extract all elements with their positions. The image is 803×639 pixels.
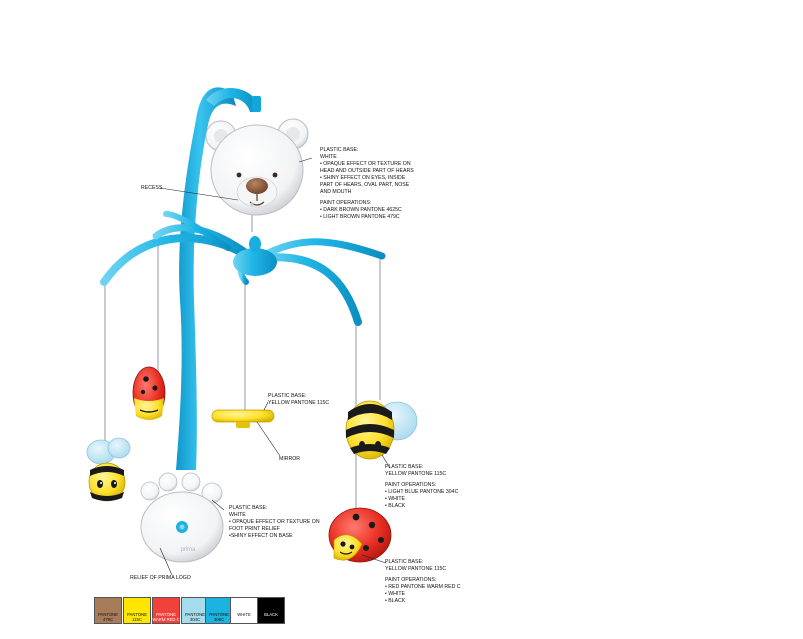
recess-label: Recess: [141, 185, 163, 191]
head-bullet: head and outside part of hears: [320, 168, 414, 174]
swatch-pantone-warm-red: Pantone Warm red C: [152, 597, 180, 624]
swatch-color: [94, 597, 122, 624]
ladybug-toy-right: [328, 507, 392, 563]
swatch-color: [181, 597, 209, 624]
swatch-label: Pantone: [185, 612, 205, 617]
mirror-base-color: Yellow Pantone 115C: [268, 400, 330, 406]
head-bullet: part of hears, oval part, nose: [320, 182, 410, 188]
bee-toy-right: [345, 400, 418, 460]
swatch-label: White: [237, 612, 251, 617]
leader-lines: [159, 157, 391, 576]
head-bullet: and mouth: [320, 189, 352, 195]
head-paint-item: • Light brown Pantone 479C: [320, 214, 400, 220]
mirror-label: Mirror: [279, 456, 301, 462]
mirror: [211, 409, 275, 428]
ladybug-toy-left: [132, 366, 166, 420]
bear-nose: [246, 178, 268, 194]
bee-toy-left: [86, 437, 131, 502]
foot-bullet: foot print relief: [229, 526, 280, 532]
prima-logo: prima: [180, 547, 196, 553]
bee-base-color: Yellow Pantone 115C: [385, 471, 447, 477]
swatch-color: [257, 597, 285, 624]
bear-head: [205, 118, 309, 216]
foot-bullet: •Shiny effect on base: [229, 533, 293, 539]
swatch-label: Pantone: [156, 612, 176, 617]
swatch-color: [123, 597, 151, 624]
foot-base-title: Plastic base:: [229, 505, 268, 511]
mirror-base-title: Plastic base:: [268, 393, 307, 399]
logo-relief-label: Relief of prima logo: [130, 575, 191, 581]
ladybug-paint-title: Paint operations:: [385, 577, 437, 583]
bee-callout: Plastic base: Yellow Pantone 115C Paint …: [385, 464, 458, 510]
head-bullet: • Shiny effect on eyes, inside: [320, 175, 406, 181]
swatch-label: 304C: [189, 617, 200, 622]
arm-hub: [233, 236, 277, 276]
swatch-black: Black: [257, 597, 285, 624]
swatch-white: White: [230, 597, 258, 624]
swatch-label: Warm red C: [152, 617, 180, 622]
ladybug-paint-item: • White: [385, 591, 405, 597]
ladybug-paint-item: • Black: [385, 598, 406, 604]
swatch-pantone-115c: Pantone 115C: [123, 597, 151, 624]
mobile-arms: [100, 211, 386, 326]
ladybug-paint-item: • Red Pantone warm red C: [385, 584, 461, 590]
swatch-label: 479C: [102, 617, 113, 622]
foot-callout: Plastic base: White • Opaque effect or t…: [229, 505, 320, 540]
bee-paint-item: • Black: [385, 503, 406, 509]
head-paint-title: Paint operations:: [320, 200, 372, 206]
swatch-label: Pantone: [127, 612, 147, 617]
swatch-pantone-479c: Pantone 479C: [94, 597, 122, 624]
head-base-color: White: [320, 154, 337, 160]
head-paint-item: • Dark brown Pantone 4625C: [320, 207, 402, 213]
swatch-color: [152, 597, 180, 624]
head-base-title: Plastic base:: [320, 147, 359, 153]
swatch-label: 115C: [132, 617, 142, 622]
ladybug-base-title: Plastic base:: [385, 559, 424, 565]
foot-bullet: • Opaque effect or texture on: [229, 519, 320, 525]
swatch-pantone-306c: Pantone 306C: [205, 597, 233, 624]
swatch-pantone-304c: Pantone 304C: [181, 597, 209, 624]
ladybug-callout: Plastic base: Yellow Pantone 115C Paint …: [385, 559, 461, 605]
head-callout: Plastic base: White • Opaque effect or t…: [320, 147, 414, 221]
swatch-label: Pantone: [209, 612, 229, 617]
swatch-color: [230, 597, 258, 624]
foot-base-color: White: [229, 512, 246, 518]
swatch-label: Black: [264, 612, 278, 617]
bee-paint-item: • White: [385, 496, 405, 502]
swatch-label: Pantone: [98, 612, 118, 617]
head-bullet: • Opaque effect or texture on: [320, 161, 411, 167]
swatch-label: 306C: [213, 617, 224, 622]
mirror-base-callout: Plastic base: Yellow Pantone 115C: [268, 393, 329, 407]
mobile-pole: [176, 87, 261, 471]
bee-paint-item: • Light blue Pantone 304C: [385, 489, 459, 495]
bee-paint-title: Paint operations:: [385, 482, 437, 488]
bee-base-title: Plastic base:: [385, 464, 424, 470]
ladybug-base-color: Yellow Pantone 115C: [385, 566, 447, 572]
foot-base: prima: [140, 472, 224, 563]
